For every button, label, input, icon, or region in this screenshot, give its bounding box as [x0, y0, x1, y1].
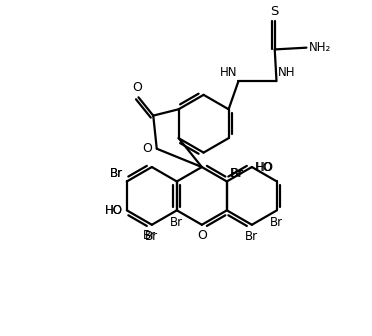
Text: Br: Br	[142, 229, 155, 242]
Text: NH₂: NH₂	[309, 41, 331, 54]
Text: Br: Br	[230, 167, 244, 180]
Text: Br: Br	[145, 230, 158, 243]
Text: HO: HO	[255, 161, 273, 173]
Text: O: O	[142, 142, 152, 155]
Text: Br: Br	[270, 216, 283, 229]
Text: Br: Br	[170, 216, 183, 229]
Text: Br: Br	[231, 167, 244, 180]
Text: Br: Br	[109, 167, 123, 180]
Text: S: S	[270, 5, 279, 18]
Text: HO: HO	[105, 204, 123, 217]
Text: HO: HO	[256, 161, 274, 173]
Text: O: O	[197, 229, 207, 242]
Text: Br: Br	[110, 167, 123, 180]
Text: HO: HO	[105, 204, 123, 217]
Text: HN: HN	[219, 66, 237, 79]
Text: O: O	[132, 81, 142, 94]
Text: NH: NH	[278, 66, 295, 79]
Text: Br: Br	[245, 230, 259, 243]
